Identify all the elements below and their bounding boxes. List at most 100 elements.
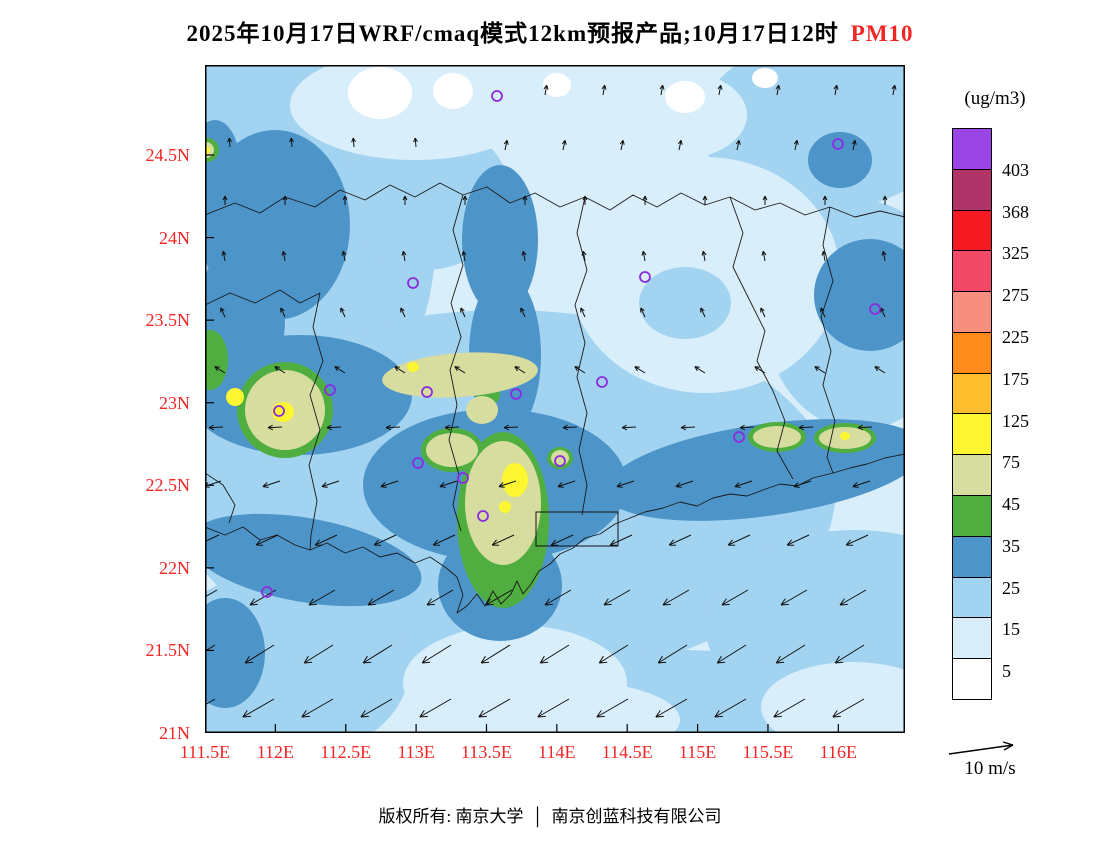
wind-vector xyxy=(734,480,753,488)
wind-vector xyxy=(439,480,458,488)
wind-vector xyxy=(833,84,839,96)
wind-vector xyxy=(262,480,281,488)
contour-region-15-25 xyxy=(205,570,410,733)
footer-divider: │ xyxy=(531,807,544,826)
wind-vector xyxy=(609,534,633,546)
wind-vector xyxy=(621,424,637,431)
contour-region-75-125 xyxy=(499,501,511,513)
wind-vector xyxy=(735,139,741,151)
legend-color-box xyxy=(952,617,992,660)
contour-region-lt5 xyxy=(543,73,571,97)
province-boundary xyxy=(729,196,794,480)
wind-vector xyxy=(402,195,408,205)
wind-vector xyxy=(814,366,826,374)
wind-vector xyxy=(793,480,812,488)
wind-vector xyxy=(373,534,397,546)
wind-vector xyxy=(520,307,526,318)
title-pollutant: PM10 xyxy=(850,21,914,46)
wind-vector xyxy=(655,698,688,718)
wind-vector xyxy=(491,534,515,546)
wind-vector xyxy=(754,366,766,374)
legend-tick-label: 5 xyxy=(1002,661,1011,682)
wind-vector xyxy=(340,307,346,318)
copyright-footer: 版权所有: 南京大学 │ 南京创蓝科技有限公司 xyxy=(0,802,1100,827)
wind-vector xyxy=(721,589,749,606)
wind-vector xyxy=(280,307,286,318)
wind-vector xyxy=(454,366,466,374)
wind-vector xyxy=(852,480,871,488)
wind-vector xyxy=(659,84,665,96)
wind-vector xyxy=(851,139,857,151)
y-axis-tick-label: 23.5N xyxy=(145,310,191,331)
legend-tick-label: 225 xyxy=(1002,326,1029,347)
station-marker xyxy=(412,457,424,469)
wind-vector xyxy=(694,366,706,374)
wind-vector xyxy=(760,307,766,318)
wind-vector xyxy=(581,250,587,262)
wind-vector xyxy=(413,137,418,148)
wind-vector xyxy=(775,84,781,96)
y-axis-tick-label: 21N xyxy=(159,723,190,743)
x-axis-tick-label: 113E xyxy=(397,742,435,762)
wind-vector xyxy=(634,366,646,374)
station-marker xyxy=(869,303,881,315)
station-marker xyxy=(457,472,469,484)
station-marker xyxy=(510,388,522,400)
wind-vector xyxy=(716,644,747,664)
wind-vector xyxy=(321,480,340,488)
contour-region-25-35 xyxy=(814,239,905,351)
legend-tick-label: 35 xyxy=(1002,535,1020,556)
wind-vector xyxy=(478,698,511,718)
province-boundary xyxy=(205,289,321,306)
wind-vector xyxy=(539,644,570,664)
wind-vector xyxy=(762,195,768,205)
station-marker xyxy=(407,277,419,289)
legend-tick-label: 25 xyxy=(1002,577,1020,598)
wind-vector xyxy=(308,589,336,606)
wind-vector xyxy=(680,424,696,431)
contour-region-5-15 xyxy=(761,662,905,733)
wind-vector xyxy=(400,307,406,318)
contour-region-45-75 xyxy=(382,352,538,398)
x-axis-tick-label: 113.5E xyxy=(461,742,512,762)
contour-region-75-125 xyxy=(840,432,850,440)
wind-vector xyxy=(701,250,707,262)
wind-vector xyxy=(380,480,399,488)
wind-vector xyxy=(582,195,588,205)
wind-vector xyxy=(786,534,810,546)
wind-vector xyxy=(603,589,631,606)
wind-vector xyxy=(616,480,635,488)
wind-vector xyxy=(641,250,647,262)
wind-vector xyxy=(798,424,814,431)
legend-tick-label: 368 xyxy=(1002,201,1029,222)
station-marker xyxy=(832,138,844,150)
wind-vector xyxy=(394,366,406,374)
wind-vector xyxy=(775,644,806,664)
page-title: 2025年10月17日WRF/cmaq模式12km预报产品;10月17日12时 P… xyxy=(0,14,1100,48)
wind-vector xyxy=(222,195,228,205)
wind-vector xyxy=(303,644,334,664)
wind-vector xyxy=(289,137,294,148)
legend-color-box xyxy=(952,576,992,619)
contour-region-lt5 xyxy=(752,68,778,88)
contour-region-5-15 xyxy=(603,70,747,160)
legend-tick-label: 275 xyxy=(1002,285,1029,306)
wind-vector xyxy=(596,698,629,718)
y-axis-tick-label: 24.5N xyxy=(145,145,191,165)
contour-region-35-45 xyxy=(205,330,228,390)
station-marker xyxy=(491,90,503,102)
station-marker xyxy=(324,384,336,396)
x-axis-tick-label: 115E xyxy=(678,742,717,762)
wind-vector xyxy=(640,307,646,318)
x-axis-tick-label: 112E xyxy=(256,742,295,762)
contour-region-lt5 xyxy=(665,81,705,113)
wind-vector xyxy=(543,84,549,96)
wind-vector xyxy=(205,698,216,706)
legend-tick-label: 175 xyxy=(1002,368,1029,389)
legend-units-label: (ug/m3) xyxy=(964,88,1026,109)
contour-region-45-75 xyxy=(466,396,498,424)
wind-vector xyxy=(341,250,347,262)
contour-region-25-35 xyxy=(462,165,538,315)
wind-vector xyxy=(267,424,283,431)
y-axis-tick-label: 23N xyxy=(159,392,190,413)
